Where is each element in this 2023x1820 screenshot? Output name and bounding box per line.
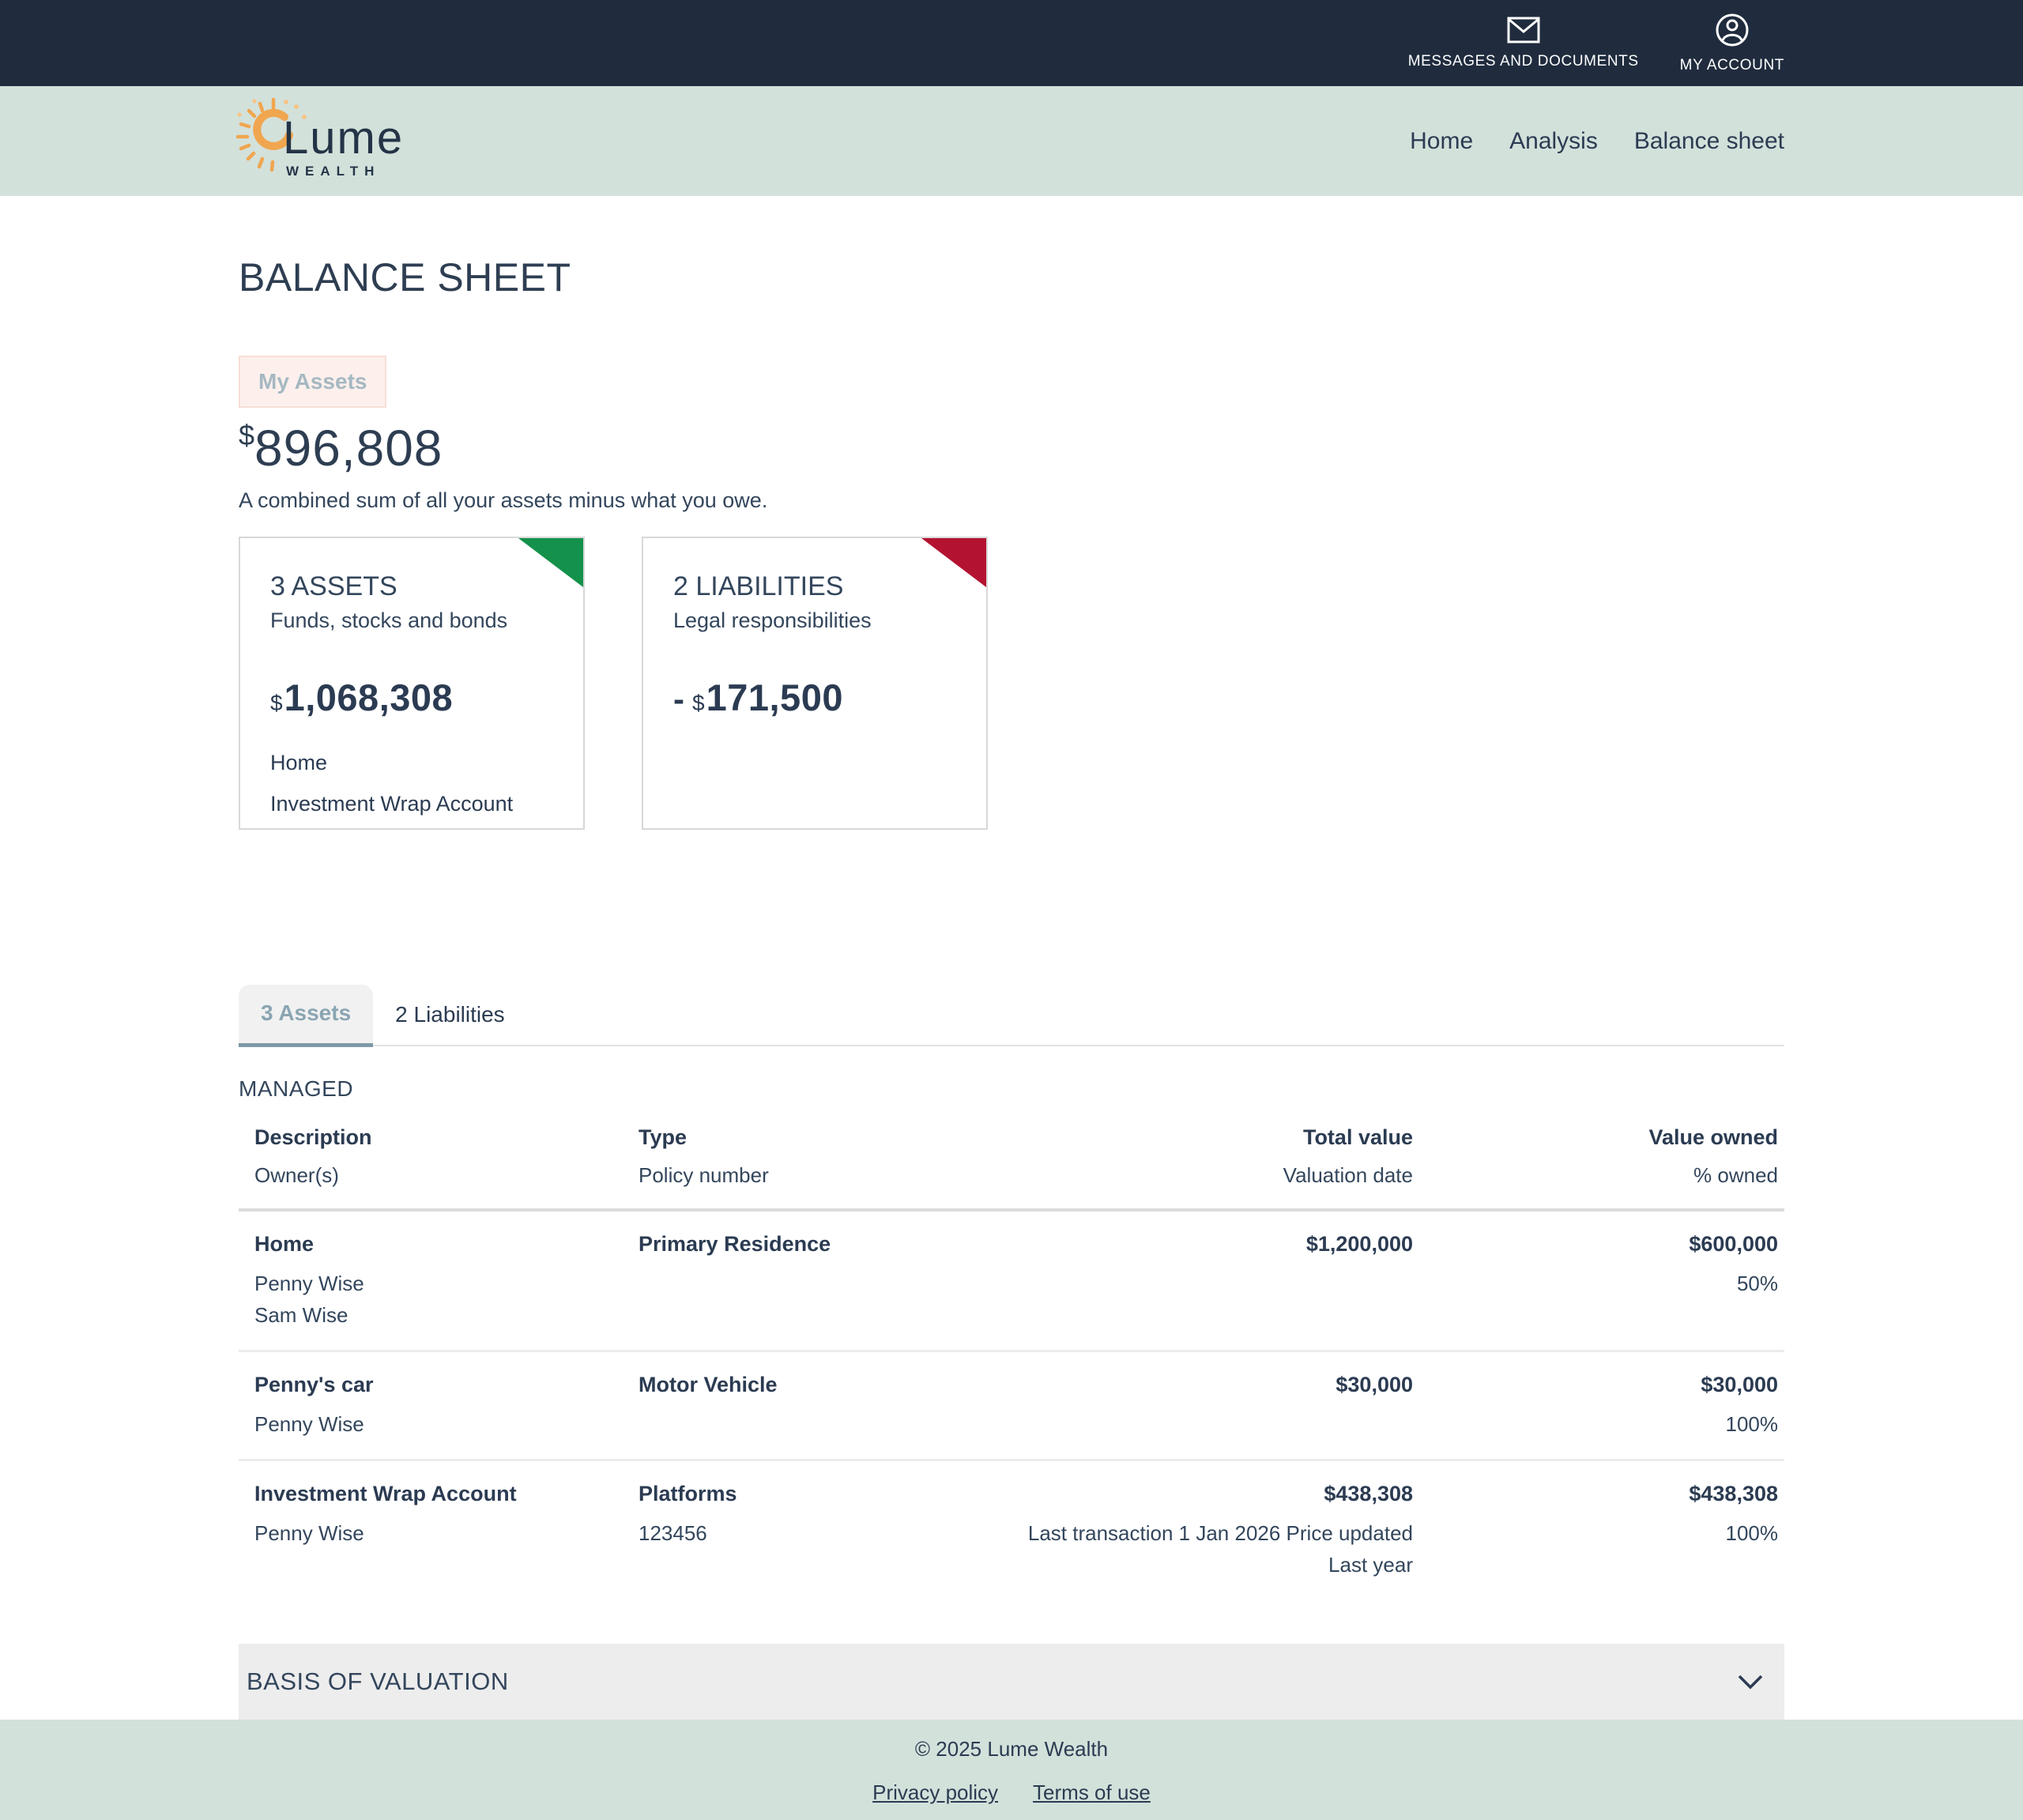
liabilities-card-subtitle: Legal responsibilities [673, 609, 872, 632]
asset-owner: Penny Wise [254, 1412, 364, 1436]
asset-pct-owned: 100% [1725, 1521, 1779, 1545]
asset-total-value: $1,200,000 [1305, 1232, 1413, 1256]
managed-section-label: MANAGED [239, 1076, 354, 1101]
currency-symbol: $ [270, 691, 283, 715]
tab-assets[interactable]: 3 Assets [239, 985, 374, 1047]
col-pct-owned: % owned [1693, 1163, 1778, 1187]
table-row: Penny's car Penny Wise Motor Vehicle $30… [239, 1350, 1784, 1459]
asset-pct-owned: 50% [1736, 1272, 1778, 1295]
asset-pct-owned: 100% [1725, 1412, 1779, 1436]
asset-owner: Sam Wise [254, 1303, 348, 1327]
brand-header: Lume WEALTH Home Analysis Balance sheet [0, 86, 2023, 196]
table-row: Investment Wrap Account Penny Wise Platf… [239, 1459, 1784, 1600]
nav-balance-sheet[interactable]: Balance sheet [1633, 127, 1784, 154]
assets-card-title: 3 ASSETS [270, 571, 397, 601]
asset-value-owned: $30,000 [1701, 1373, 1778, 1396]
messages-and-documents-button[interactable]: MESSAGES AND DOCUMENTS [1408, 17, 1639, 70]
my-account-label: MY ACCOUNT [1679, 56, 1784, 73]
net-worth-value: 896,808 [254, 420, 443, 477]
green-corner-icon [518, 538, 583, 587]
col-valuation-date: Valuation date [1283, 1163, 1413, 1187]
col-total-value: Total value [1302, 1125, 1413, 1149]
page-title: BALANCE SHEET [239, 255, 571, 300]
net-worth-amount: $896,808 [239, 419, 1784, 477]
asset-value-owned: $600,000 [1689, 1232, 1778, 1256]
assets-card: 3 ASSETS Funds, stocks and bonds $1,068,… [239, 537, 585, 830]
assets-card-amount: $1,068,308 [270, 676, 553, 719]
currency-symbol: $ [239, 419, 255, 451]
red-corner-icon [921, 538, 986, 587]
asset-description: Penny's car [254, 1373, 374, 1396]
col-type: Type [639, 1125, 688, 1149]
col-owners: Owner(s) [254, 1163, 339, 1187]
asset-description: Home [254, 1232, 315, 1256]
liabilities-card-amount: - $171,500 [673, 676, 956, 719]
tab-liabilities[interactable]: 2 Liabilities [395, 1002, 505, 1027]
main-nav: Home Analysis Balance sheet [1410, 128, 1784, 155]
logo-wordmark: Lume [283, 111, 405, 164]
asset-type: Motor Vehicle [639, 1373, 778, 1396]
table-row: Home Penny Wise Sam Wise Primary Residen… [239, 1211, 1784, 1350]
asset-total-value: $30,000 [1335, 1373, 1413, 1396]
table-header: Description Owner(s) Type Policy number … [239, 1125, 1784, 1211]
top-utility-bar: MESSAGES AND DOCUMENTS MY ACCOUNT [0, 0, 2023, 86]
asset-type: Primary Residence [639, 1232, 831, 1256]
asset-owner: Penny Wise [254, 1272, 364, 1295]
asset-owner: Penny Wise [254, 1521, 364, 1545]
assets-total-value: 1,068,308 [284, 676, 454, 718]
nav-home[interactable]: Home [1410, 127, 1474, 154]
messages-and-documents-label: MESSAGES AND DOCUMENTS [1407, 52, 1639, 70]
col-description: Description [254, 1125, 372, 1149]
lume-wealth-logo[interactable]: Lume WEALTH [235, 97, 492, 186]
assets-list: Home Investment Wrap Account Penny's car [270, 751, 553, 828]
privacy-policy-link[interactable]: Privacy policy [872, 1780, 999, 1804]
asset-total-value: $438,308 [1324, 1482, 1413, 1505]
basis-of-valuation-accordion[interactable]: BASIS OF VALUATION [239, 1644, 1784, 1720]
currency-symbol: $ [692, 691, 705, 715]
assets-card-subtitle: Funds, stocks and bonds [270, 609, 508, 632]
net-worth-description: A combined sum of all your assets minus … [239, 488, 768, 512]
copyright-text: © 2025 Lume Wealth [914, 1737, 1109, 1761]
asset-valuation-date: Last transaction 1 Jan 2026 Price update… [1027, 1521, 1413, 1577]
nav-analysis[interactable]: Analysis [1509, 127, 1598, 154]
col-value-owned: Value owned [1648, 1125, 1778, 1149]
liabilities-card: 2 LIABILITIES Legal responsibilities - $1… [642, 537, 988, 830]
asset-type: Platforms [639, 1482, 737, 1505]
col-policy-number: Policy number [639, 1163, 769, 1187]
summary-cards: 3 ASSETS Funds, stocks and bonds $1,068,… [239, 537, 1784, 830]
asset-policy-number: 123456 [639, 1521, 707, 1545]
assets-table: Description Owner(s) Type Policy number … [239, 1125, 1784, 1600]
liabilities-total-value: 171,500 [706, 676, 843, 718]
my-account-button[interactable]: MY ACCOUNT [1680, 13, 1784, 74]
chevron-down-icon [1738, 1675, 1763, 1690]
asset-value-owned: $438,308 [1689, 1482, 1778, 1505]
logo-subtext: WEALTH [286, 163, 381, 179]
envelope-icon [1507, 17, 1540, 43]
assets-liabilities-tabs: 3 Assets 2 Liabilities [239, 985, 1784, 1047]
my-assets-badge: My Assets [239, 356, 387, 408]
sunburst-icon [235, 97, 307, 171]
list-item: Investment Wrap Account [270, 792, 514, 816]
asset-description: Investment Wrap Account [254, 1482, 517, 1505]
liabilities-card-title: 2 LIABILITIES [673, 571, 844, 601]
minus-sign: - [673, 680, 684, 718]
account-icon [1716, 13, 1749, 46]
page-footer: © 2025 Lume Wealth Privacy policy Terms … [0, 1720, 2023, 1820]
basis-of-valuation-label: BASIS OF VALUATION [247, 1667, 509, 1695]
list-item: Home [270, 751, 328, 774]
terms-of-use-link[interactable]: Terms of use [1033, 1780, 1151, 1804]
